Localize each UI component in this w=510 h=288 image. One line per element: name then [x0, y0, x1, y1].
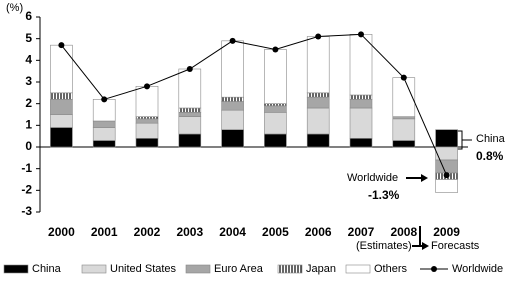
- legend-label: Japan: [306, 263, 336, 275]
- worldwide-marker: [229, 37, 236, 44]
- bar-segment: [178, 112, 202, 117]
- arrow-head: [422, 242, 429, 250]
- y-tick-label: 2: [25, 96, 32, 110]
- annotation: (Estimates): [356, 240, 412, 252]
- bar-segment: [435, 129, 458, 148]
- annotation: -1.3%: [368, 188, 400, 202]
- bar-segment: [349, 138, 373, 148]
- bar-segment: [349, 94, 373, 100]
- bar-segment: [435, 179, 458, 193]
- x-tick-label: 2002: [134, 225, 161, 239]
- y-tick-label: 5: [25, 31, 32, 45]
- bar-segment: [92, 120, 116, 128]
- y-tick-label: -2: [21, 183, 32, 197]
- legend-label: China: [32, 263, 62, 275]
- bar-segment: [135, 122, 159, 139]
- bar-segment: [306, 133, 330, 148]
- bar-segment: [178, 107, 202, 113]
- legend-marker: [431, 266, 437, 272]
- bar-segment: [264, 103, 287, 107]
- bar-segment: [264, 133, 287, 148]
- bar-segment: [178, 116, 202, 135]
- bar-segment: [50, 114, 73, 128]
- worldwide-marker: [272, 46, 279, 53]
- worldwide-marker: [101, 96, 108, 103]
- y-tick-label: 0: [25, 139, 32, 153]
- legend-swatch: [3, 264, 29, 274]
- y-tick-label: 3: [25, 74, 32, 88]
- bar-segment: [349, 34, 373, 96]
- bar-segment: [178, 133, 202, 148]
- y-tick-label: 4: [25, 53, 32, 67]
- x-tick-label: 2006: [305, 225, 332, 239]
- bar-segment: [50, 127, 73, 148]
- y-tick-label: 6: [25, 9, 32, 23]
- x-tick-label: 2007: [348, 225, 375, 239]
- bar-segment: [50, 44, 73, 94]
- worldwide-marker: [400, 74, 407, 81]
- bar-segment: [92, 140, 116, 148]
- bar-segment: [264, 112, 287, 135]
- arrow-head: [421, 174, 428, 182]
- annotation: Worldwide: [347, 172, 398, 184]
- legend-label: Others: [374, 263, 408, 275]
- bar-segment: [135, 116, 159, 120]
- bar-segment: [306, 96, 330, 109]
- worldwide-marker: [144, 83, 150, 90]
- bar-segment: [221, 129, 244, 148]
- bar-segment: [221, 109, 244, 130]
- bar-segment: [264, 49, 287, 104]
- legend-swatch: [185, 264, 211, 274]
- worldwide-marker: [443, 172, 450, 179]
- worldwide-marker: [58, 42, 65, 49]
- y-axis-label: (%): [6, 2, 23, 14]
- bar-segment: [135, 118, 159, 124]
- y-tick-label: -1: [21, 161, 32, 175]
- bar-segment: [135, 138, 159, 148]
- worldwide-line: [61, 33, 448, 176]
- bar-segment: [392, 118, 416, 141]
- bar-segment: [135, 86, 159, 117]
- bar-segment: [392, 140, 416, 148]
- x-tick-label: 2009: [433, 225, 460, 239]
- y-tick-label: -3: [21, 204, 32, 218]
- legend-label: Euro Area: [214, 263, 264, 275]
- legend-swatch: [81, 264, 107, 274]
- legend-label: Worldwide: [452, 263, 503, 275]
- bar-segment: [221, 96, 244, 102]
- bar-segment: [349, 107, 373, 139]
- bar-segment: [306, 36, 330, 94]
- bar-segment: [178, 68, 202, 109]
- worldwide-marker: [315, 33, 322, 40]
- bar-segment: [221, 40, 244, 98]
- y-tick-label: 1: [25, 118, 32, 132]
- bar-segment: [392, 77, 416, 117]
- bar-segment: [50, 99, 73, 115]
- bar-segment: [349, 99, 373, 109]
- annotation: 0.8%: [476, 149, 504, 163]
- legend-swatch: [277, 264, 303, 274]
- bar-segment: [392, 116, 416, 120]
- legend-label: United States: [110, 263, 177, 275]
- bar-segment: [306, 92, 330, 98]
- bar-segment: [92, 127, 116, 141]
- x-tick-label: 2008: [390, 225, 417, 239]
- x-tick-label: 2001: [91, 225, 118, 239]
- legend-swatch: [345, 264, 371, 274]
- bar-segment: [50, 92, 73, 100]
- annotation: China: [476, 133, 506, 145]
- bar-segment: [306, 107, 330, 135]
- worldwide-marker: [358, 31, 364, 38]
- annotation: Forecasts: [431, 240, 480, 252]
- x-tick-label: 2003: [176, 225, 203, 239]
- bar-segment: [435, 159, 458, 174]
- bar-segment: [264, 105, 287, 113]
- x-tick-label: 2005: [262, 225, 289, 239]
- bar-segment: [92, 99, 116, 122]
- bar-segment: [221, 101, 244, 111]
- worldwide-marker: [186, 66, 193, 72]
- x-tick-label: 2000: [48, 225, 75, 239]
- x-tick-label: 2004: [219, 225, 246, 239]
